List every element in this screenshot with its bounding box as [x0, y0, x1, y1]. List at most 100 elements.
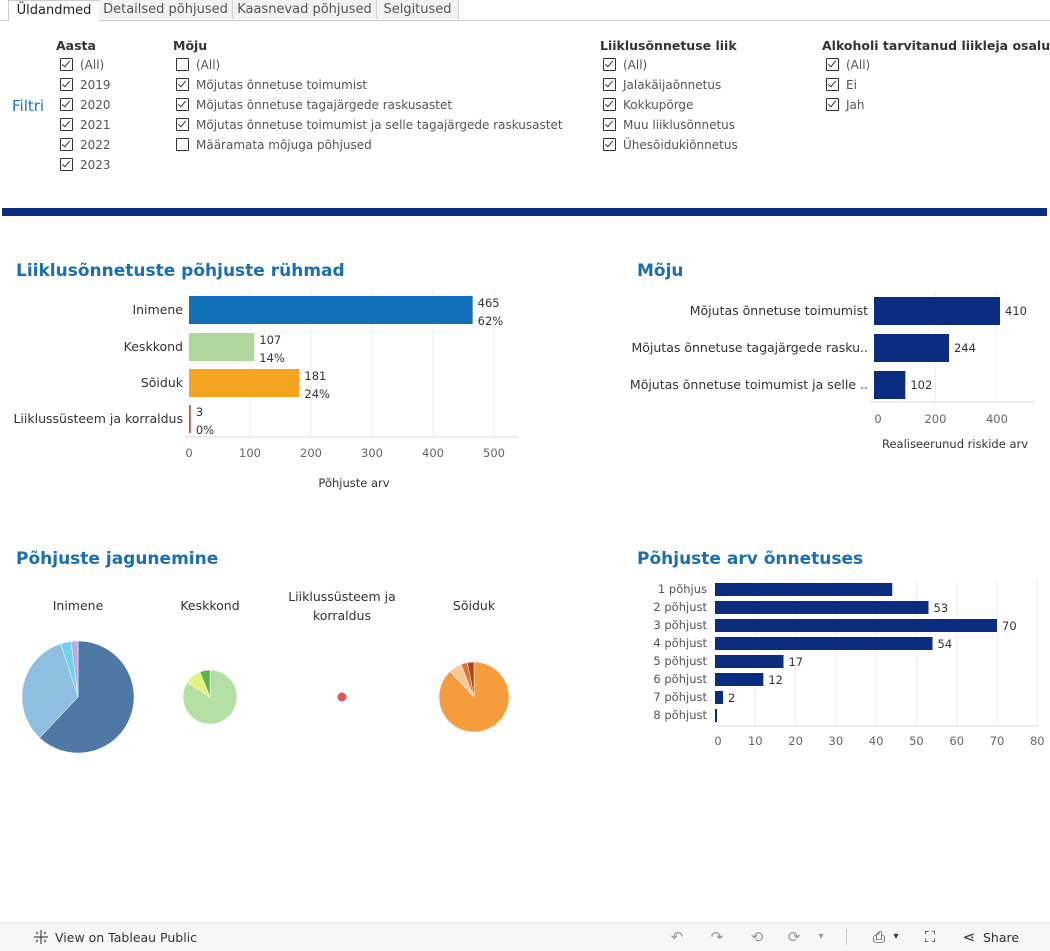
category-label: Inimene — [132, 302, 183, 317]
checkbox-checked-icon[interactable] — [826, 98, 839, 111]
x-tick-label: 20 — [788, 734, 803, 748]
value-label: 70 — [1002, 619, 1017, 633]
x-tick-label: 0 — [874, 412, 881, 426]
filter-option-liik[interactable]: Ühesõidukiõnnetus — [603, 138, 738, 154]
checkbox-checked-icon[interactable] — [60, 58, 73, 71]
redo-icon[interactable]: ↷ — [710, 928, 724, 946]
filter-option-label: (All) — [846, 58, 871, 72]
dropdown-chevron-icon[interactable]: ▾ — [818, 931, 824, 942]
filter-option-liik[interactable]: Muu liiklusõnnetus — [603, 118, 735, 134]
filter-option-label: Ühesõidukiõnnetus — [623, 138, 738, 152]
distribution-chart-title: Põhjuste jagunemine — [16, 549, 219, 569]
share-button[interactable]: Share — [983, 930, 1020, 945]
view-on-tableau-link[interactable]: View on Tableau Public — [55, 930, 198, 945]
filter-option-liik[interactable]: Kokkupõrge — [603, 98, 693, 114]
x-tick-label: 200 — [300, 446, 322, 460]
download-chevron-icon[interactable]: ▾ — [893, 931, 899, 942]
charts-canvas: Inimene 465 62% Keskkond 107 14% Sõiduk 181 24% L… — [13, 290, 1045, 754]
percent-label: 24% — [304, 387, 330, 401]
tab-bar: Üldandmed Detailsed põhjused Kaasnevad p… — [0, 0, 1050, 21]
bar — [715, 709, 717, 722]
filter-option-moju[interactable]: Mõjutas õnnetuse toimumist — [176, 78, 367, 94]
filter-option-moju[interactable]: (All) — [176, 58, 220, 74]
filter-option-label: Muu liiklusõnnetus — [623, 118, 736, 132]
filter-title-alkohol: Alkoholi tarvitanud liikleja osalusel — [822, 38, 1050, 53]
pie-slice — [39, 640, 135, 754]
filter-option-liik[interactable]: Jalakäijaõnnetus — [603, 78, 721, 94]
checkbox-unchecked-icon[interactable] — [176, 58, 189, 71]
checkbox-checked-icon[interactable] — [176, 118, 189, 131]
checkbox-checked-icon[interactable] — [60, 118, 73, 131]
filter-option-aasta[interactable]: 2021 — [60, 118, 111, 134]
category-label: 4 põhjust — [653, 636, 707, 650]
category-label: Sõiduk — [141, 375, 184, 390]
tab-selgitused[interactable]: Selgitused — [377, 0, 459, 19]
filter-option-label: Mõjutas õnnetuse toimumist ja selle taga… — [196, 118, 563, 132]
filter-option-aasta[interactable]: 2022 — [60, 138, 111, 154]
filter-option-aasta[interactable]: 2023 — [60, 158, 111, 174]
value-label: 410 — [1005, 304, 1027, 318]
download-icon[interactable]: ⎙ — [872, 928, 885, 946]
value-label: 12 — [768, 673, 783, 687]
pie-slice — [70, 640, 79, 698]
filter-option-label: 2022 — [80, 138, 111, 152]
bar — [189, 369, 300, 397]
tab-detailsed-pohjused[interactable]: Detailsed põhjused — [99, 0, 233, 19]
x-tick-label: 500 — [483, 446, 505, 460]
value-label: 107 — [259, 333, 281, 347]
filter-option-moju[interactable]: Mõjutas õnnetuse toimumist ja selle taga… — [176, 118, 563, 134]
checkbox-checked-icon[interactable] — [826, 78, 839, 91]
checkbox-checked-icon[interactable] — [60, 98, 73, 111]
bar — [715, 619, 997, 632]
value-label: 53 — [934, 601, 949, 615]
checkbox-checked-icon[interactable] — [60, 158, 73, 171]
share-icon[interactable]: ⋖ — [962, 928, 976, 946]
tab-uldandmed[interactable]: Üldandmed — [8, 0, 100, 21]
checkbox-checked-icon[interactable] — [603, 58, 616, 71]
checkbox-checked-icon[interactable] — [60, 138, 73, 151]
filter-option-alkohol[interactable]: Jah — [826, 98, 865, 114]
checkbox-checked-icon[interactable] — [603, 118, 616, 131]
checkbox-checked-icon[interactable] — [60, 78, 73, 91]
value-label: 102 — [910, 378, 932, 392]
undo-icon[interactable]: ↶ — [670, 928, 684, 946]
section-divider — [2, 208, 1047, 216]
value-label: 244 — [954, 341, 976, 355]
revert-icon[interactable]: ⟲ — [750, 928, 764, 946]
checkbox-checked-icon[interactable] — [176, 98, 189, 111]
fullscreen-icon[interactable]: ⛶ — [924, 928, 936, 946]
category-label: 7 põhjust — [653, 690, 707, 704]
filter-option-alkohol[interactable]: (All) — [826, 58, 870, 74]
filter-option-label: (All) — [196, 58, 221, 72]
x-tick-label: 70 — [990, 734, 1005, 748]
filter-option-aasta[interactable]: 2019 — [60, 78, 111, 94]
checkbox-checked-icon[interactable] — [603, 138, 616, 151]
checkbox-checked-icon[interactable] — [603, 98, 616, 111]
x-tick-label: 400 — [422, 446, 444, 460]
checkbox-unchecked-icon[interactable] — [176, 138, 189, 151]
checkbox-checked-icon[interactable] — [603, 78, 616, 91]
groups-chart-title: Liiklusõnnetuste põhjuste rühmad — [16, 261, 345, 281]
refresh-icon[interactable]: ⟳ — [787, 928, 801, 946]
bar — [715, 637, 933, 650]
filter-option-label: 2023 — [80, 158, 111, 172]
filter-option-aasta[interactable]: 2020 — [60, 98, 111, 114]
filter-option-label: 2020 — [80, 98, 111, 112]
filter-option-aasta[interactable]: (All) — [60, 58, 104, 74]
filter-option-label: 2019 — [80, 78, 111, 92]
tab-kaasnevad-pohjused[interactable]: Kaasnevad põhjused — [233, 0, 377, 19]
bar — [874, 297, 1000, 325]
impact-chart-title: Mõju — [637, 261, 684, 281]
pie-label: Liiklussüsteem ja korraldus — [288, 589, 396, 623]
checkbox-checked-icon[interactable] — [176, 78, 189, 91]
filter-option-alkohol[interactable]: Ei — [826, 78, 857, 94]
checkbox-checked-icon[interactable] — [826, 58, 839, 71]
filter-title-liik: Liiklusõnnetuse liik — [600, 38, 737, 53]
category-label: 8 põhjust — [653, 708, 707, 722]
category-label: 3 põhjust — [653, 618, 707, 632]
filter-option-moju[interactable]: Määramata mõjuga põhjused — [176, 138, 372, 154]
footer-toolbar: View on Tableau Public ↶ ↷ ⟲ ⟳ ▾ ⎙ ▾ ⛶ ⋖… — [0, 922, 1050, 951]
filter-option-moju[interactable]: Mõjutas õnnetuse tagajärgede raskusastet — [176, 98, 452, 114]
filter-option-liik[interactable]: (All) — [603, 58, 647, 74]
filter-option-label: Mõjutas õnnetuse toimumist — [196, 78, 368, 92]
